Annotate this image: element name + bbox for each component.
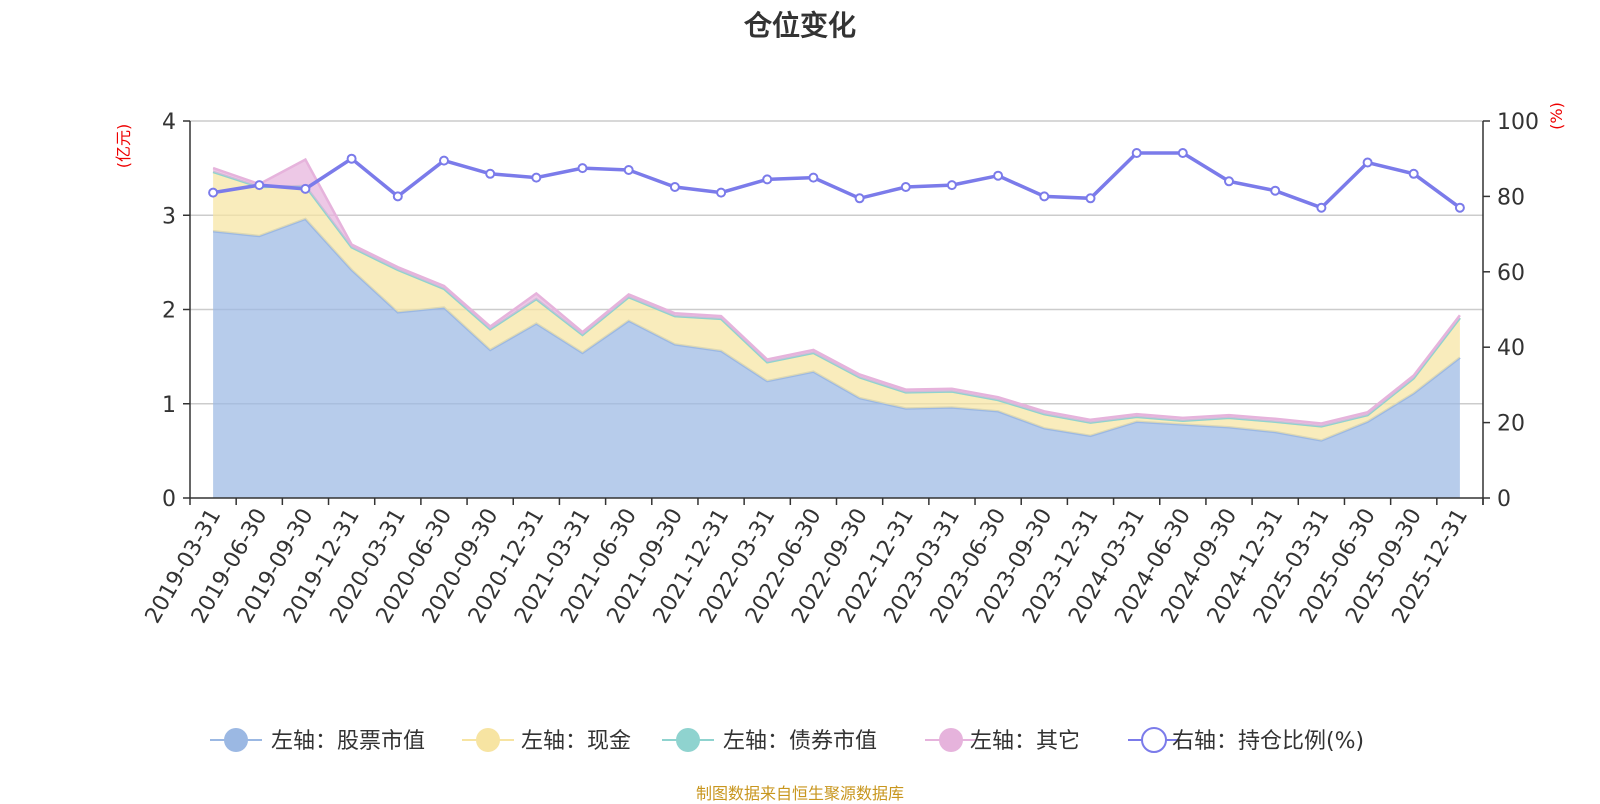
ratio-point [346, 153, 357, 164]
ratio-point [1039, 191, 1050, 202]
legend-marker [224, 728, 248, 752]
ratio-point [808, 172, 819, 183]
data-source-note: 制图数据来自恒生聚源数据库 [695, 784, 904, 803]
ratio-point [1408, 168, 1419, 179]
legend-marker [939, 728, 963, 752]
legend-label: 左轴：现金 [521, 729, 631, 754]
area-layer [212, 157, 1461, 498]
legend-marker [476, 728, 500, 752]
legend-label: 左轴：其它 [970, 729, 1080, 754]
chart-title: 仓位变化 [743, 9, 856, 42]
legend-item-4[interactable]: 右轴：持仓比例(%) [1128, 727, 1364, 754]
ratio-point [392, 191, 403, 202]
right-tick-label: 0 [1497, 487, 1511, 512]
ratio-point [254, 180, 265, 191]
ratio-point [1454, 202, 1465, 213]
legend-marker [1141, 727, 1167, 753]
legend-item-0[interactable]: 左轴：股票市值 [210, 728, 425, 754]
right-axis-title: (%) [1547, 102, 1566, 130]
legend-marker [676, 728, 700, 752]
ratio-point [577, 163, 588, 174]
ratio-point [1177, 148, 1188, 158]
legend[interactable]: 左轴：股票市值 左轴：现金 左轴：债券市值 左轴：其它 右轴：持仓比例(%) [210, 727, 1364, 754]
legend-item-3[interactable]: 左轴：其它 [925, 728, 1080, 754]
ratio-point [439, 155, 449, 166]
legend-item-1[interactable]: 左轴：现金 [462, 728, 631, 754]
ratio-point [854, 193, 865, 204]
right-tick-label: 20 [1497, 412, 1525, 437]
ratio-line [212, 151, 1461, 210]
line-layer [208, 148, 1465, 213]
ratio-point [1270, 185, 1281, 196]
right-tick-label: 60 [1497, 261, 1525, 286]
left-tick-label: 2 [162, 299, 176, 324]
ratio-point [1131, 148, 1142, 158]
ratio-point [946, 180, 957, 191]
ratio-point [762, 174, 773, 185]
ratio-point [208, 187, 219, 198]
ratio-point [1362, 157, 1373, 168]
ratio-point [1085, 193, 1096, 204]
left-tick-label: 4 [162, 110, 176, 135]
ratio-point [1224, 176, 1234, 187]
legend-label: 右轴：持仓比例(%) [1172, 729, 1364, 754]
left-tick-label: 3 [162, 204, 176, 229]
legend-label: 左轴：股票市值 [271, 729, 425, 754]
left-tick-label: 1 [162, 393, 176, 418]
ratio-point [993, 170, 1004, 181]
ratio-point [485, 168, 496, 179]
ratio-point [1316, 202, 1327, 213]
left-axis-title: (亿元) [114, 124, 133, 169]
left-tick-label: 0 [162, 487, 176, 512]
right-tick-label: 80 [1497, 185, 1525, 210]
ratio-point [716, 187, 727, 198]
area-0 [213, 219, 1460, 498]
ratio-point [669, 182, 680, 192]
right-tick-label: 100 [1497, 110, 1539, 135]
ratio-point [531, 172, 542, 183]
ratio-point [623, 165, 634, 175]
area-line-3 [212, 157, 1461, 425]
right-tick-label: 40 [1497, 336, 1525, 361]
legend-item-2[interactable]: 左轴：债券市值 [662, 728, 877, 754]
ratio-point [900, 182, 911, 192]
ratio-point [300, 183, 311, 194]
legend-label: 左轴：债券市值 [723, 729, 877, 754]
